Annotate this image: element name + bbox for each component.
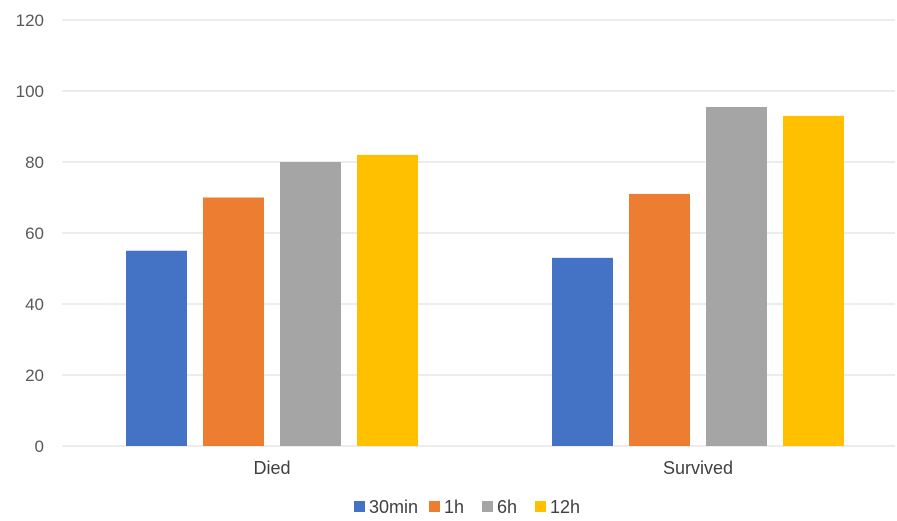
legend-swatch-6h: [482, 501, 493, 512]
legend-label-12h: 12h: [550, 497, 580, 517]
bar-died-30min: [126, 250, 187, 446]
y-tick-label-0: 0: [35, 437, 44, 456]
legend: 30min 1h 6h 12h: [354, 497, 580, 517]
bars: [126, 106, 844, 446]
bar-survived-1h: [629, 193, 690, 446]
bar-died-1h: [203, 197, 264, 446]
x-category-label-survived: Survived: [663, 458, 733, 478]
legend-swatch-1h: [429, 501, 440, 512]
bar-survived-12h: [783, 115, 844, 446]
y-tick-label-20: 20: [25, 366, 44, 385]
y-tick-label-120: 120: [16, 11, 44, 30]
x-category-label-died: Died: [253, 458, 290, 478]
bar-survived-30min: [552, 257, 613, 446]
legend-label-1h: 1h: [444, 497, 464, 517]
grid-lines: [62, 19, 895, 447]
x-axis-category-labels: Died Survived: [253, 458, 733, 478]
y-tick-label-60: 60: [25, 224, 44, 243]
legend-label-6h: 6h: [497, 497, 517, 517]
y-axis-tick-labels: 0 20 40 60 80 100 120: [16, 11, 44, 456]
bar-died-12h: [357, 154, 418, 446]
legend-swatch-12h: [535, 501, 546, 512]
y-tick-label-80: 80: [25, 153, 44, 172]
y-tick-label-100: 100: [16, 82, 44, 101]
legend-label-30min: 30min: [369, 497, 418, 517]
y-tick-label-40: 40: [25, 295, 44, 314]
bar-survived-6h: [706, 106, 767, 446]
bar-died-6h: [280, 162, 341, 446]
legend-swatch-30min: [354, 501, 365, 512]
